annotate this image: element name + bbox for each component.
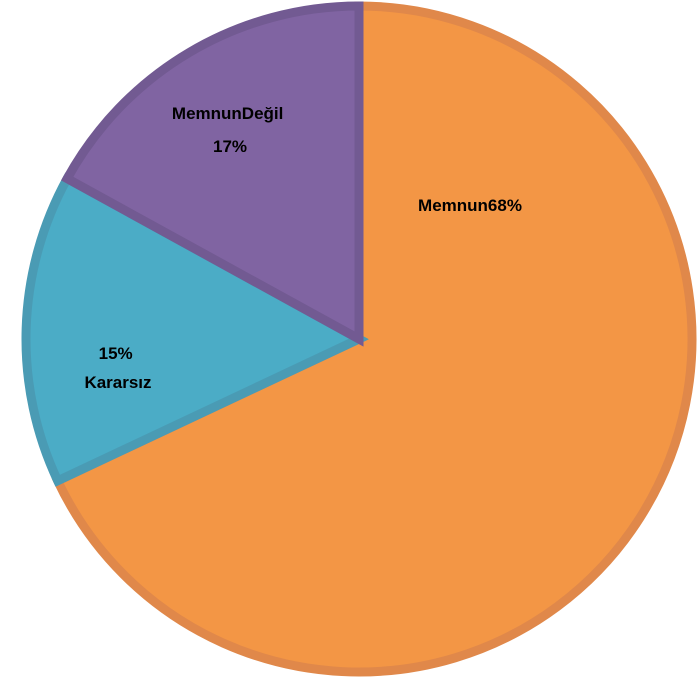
slice-label-memnun: Memnun68%: [418, 196, 522, 215]
slice-value-kararsiz: 15%: [99, 344, 133, 363]
slice-name-memnundegil: MemnunDeğil: [172, 104, 283, 123]
pie-slice-memnunde-il: [61, 1, 364, 347]
slice-value-memnundegil: 17%: [213, 137, 247, 156]
slice-label-kararsiz: 15% Kararsız: [84, 344, 151, 392]
pie-slice-karars-z: [21, 172, 369, 487]
pie-slice-memnun: [51, 1, 697, 677]
slice-label-memnundegil: MemnunDeğil 17%: [172, 104, 288, 156]
slice-name-kararsiz: Kararsız: [84, 373, 151, 392]
pie-slices: [21, 1, 697, 677]
